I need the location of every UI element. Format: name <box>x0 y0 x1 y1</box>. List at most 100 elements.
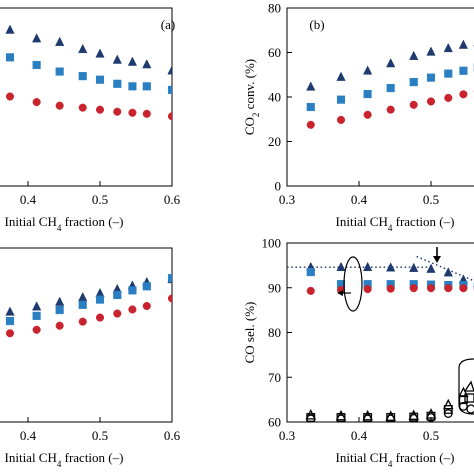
y-axis-label: CO2 conv. (%) <box>242 59 261 135</box>
y-tick-label: 90 <box>268 280 281 295</box>
series-circle <box>5 294 172 338</box>
series-circle <box>306 284 474 295</box>
panel-label: (a) <box>161 17 175 32</box>
plot-frame <box>0 7 173 187</box>
data-point-square <box>142 282 151 291</box>
circle-open-icon <box>466 404 474 414</box>
y-tick-label: 100 <box>262 236 282 251</box>
data-point-square <box>443 405 453 414</box>
data-point-circle <box>78 317 87 326</box>
group-bracket <box>458 358 474 415</box>
markers <box>5 273 172 338</box>
data-point-square <box>5 53 15 62</box>
series-triangle <box>5 24 172 75</box>
data-point-circle <box>167 294 172 303</box>
triangle-open-icon <box>463 380 474 392</box>
y-tick-label: 60 <box>268 415 281 430</box>
series-square <box>5 274 172 326</box>
x-tick-label: 0.3 <box>279 192 295 207</box>
x-axis-label: Initial CH4 fraction (–) <box>336 450 455 469</box>
data-point-circle <box>426 413 436 422</box>
data-point-square <box>306 268 315 277</box>
data-point-circle <box>336 414 346 422</box>
data-point-circle <box>306 286 315 295</box>
data-point-circle <box>95 105 105 114</box>
data-point-triangle <box>5 306 15 316</box>
data-point-square <box>336 95 346 104</box>
data-point-square <box>409 78 418 87</box>
markers <box>306 39 474 129</box>
data-point-square <box>128 286 137 295</box>
data-point-circle <box>386 284 395 293</box>
data-point-triangle <box>443 42 453 53</box>
data-point-square <box>32 311 41 320</box>
data-point-triangle <box>458 39 469 49</box>
panel-d: 0.3 0.4 0.5 60 70 80 90 100 Initial CH4 fraction… <box>242 236 474 469</box>
data-point-circle <box>113 309 122 318</box>
series-circle <box>5 92 172 121</box>
data-point-triangle <box>336 261 346 272</box>
data-point-square <box>55 67 64 76</box>
data-point-square <box>444 69 453 78</box>
data-point-triangle <box>305 409 317 420</box>
y-tick-label: 0 <box>275 179 282 194</box>
data-point-triangle <box>409 50 419 60</box>
x-tick-label: 0.4 <box>20 192 37 207</box>
data-point-circle <box>128 305 137 314</box>
group-ellipse <box>343 256 363 312</box>
data-point-circle <box>55 101 64 110</box>
panel-b: 0.3 0.4 0.5 0 20 40 60 80 Initial CH4 fraction (… <box>242 1 474 233</box>
data-point-circle <box>459 284 468 293</box>
data-point-circle <box>409 413 419 422</box>
data-point-square <box>363 90 372 99</box>
series-triangle <box>306 39 474 91</box>
square-open-icon <box>464 393 474 403</box>
data-point-triangle <box>32 301 42 311</box>
data-point-circle <box>78 103 87 112</box>
data-point-square <box>78 72 87 81</box>
x-tick-label: 0.5 <box>423 428 439 443</box>
data-point-circle <box>336 115 346 124</box>
data-point-triangle <box>426 46 436 56</box>
data-point-square <box>113 79 122 88</box>
x-tick-label: 0.4 <box>351 192 368 207</box>
data-point-circle <box>459 90 468 99</box>
data-point-square <box>306 102 315 112</box>
data-point-triangle <box>78 43 88 54</box>
x-tick-label: 0.5 <box>92 192 108 207</box>
y-tick-label: 60 <box>268 45 281 60</box>
series-triangle <box>5 273 172 316</box>
data-point-triangle <box>5 24 15 34</box>
data-point-circle <box>32 98 41 107</box>
data-point-triangle <box>306 81 316 91</box>
data-point-circle <box>142 301 151 311</box>
data-point-square <box>113 290 122 300</box>
x-axis-label: Initial CH4 fraction (–) <box>5 214 124 233</box>
y-tick-label: 40 <box>268 90 281 105</box>
data-point-triangle <box>443 398 454 410</box>
data-point-square <box>95 75 105 84</box>
data-point-square <box>426 73 436 82</box>
x-tick-label: 0.4 <box>20 428 37 443</box>
data-point-square <box>142 82 151 91</box>
data-point-circle <box>306 414 316 422</box>
data-point-square <box>5 317 15 326</box>
panel-a: 0.4 0.5 0.6 Initial CH4 fraction (–) (a) <box>0 7 181 233</box>
data-point-circle <box>167 112 172 121</box>
data-point-circle <box>426 284 436 293</box>
y-tick-label: 20 <box>268 134 281 149</box>
data-point-circle <box>128 108 137 117</box>
data-point-circle <box>5 92 15 101</box>
plot-frame <box>286 242 474 423</box>
x-tick-label: 0.5 <box>92 428 108 443</box>
series-circle-open <box>306 401 468 422</box>
data-point-triangle <box>426 263 436 273</box>
panel-c: 0.4 0.5 0.6 Initial CH4 fraction (–) <box>0 247 181 469</box>
x-tick-label: 0.5 <box>423 192 439 207</box>
data-point-triangle <box>336 71 346 81</box>
data-point-square <box>95 295 105 304</box>
data-point-circle <box>386 414 396 422</box>
data-point-square <box>167 274 172 283</box>
data-point-square <box>128 82 137 91</box>
data-point-circle <box>444 284 453 293</box>
